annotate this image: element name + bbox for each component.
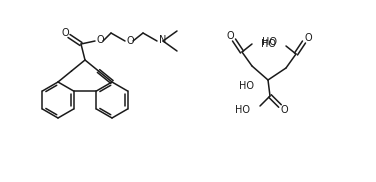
Text: O: O — [96, 35, 104, 45]
Text: O: O — [280, 105, 288, 115]
Text: N: N — [159, 35, 167, 45]
Text: HO: HO — [235, 105, 250, 115]
Text: O: O — [226, 31, 234, 41]
Text: O: O — [304, 33, 312, 43]
Text: O: O — [61, 28, 69, 38]
Text: HO: HO — [262, 37, 277, 47]
Text: HO: HO — [261, 39, 276, 49]
Text: O: O — [126, 36, 134, 46]
Text: HO: HO — [239, 81, 254, 91]
